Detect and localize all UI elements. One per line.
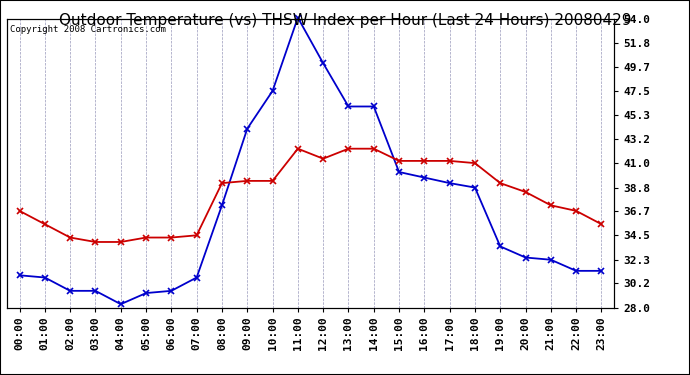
Text: Outdoor Temperature (vs) THSW Index per Hour (Last 24 Hours) 20080429: Outdoor Temperature (vs) THSW Index per …	[59, 13, 631, 28]
Text: Copyright 2008 Cartronics.com: Copyright 2008 Cartronics.com	[10, 24, 166, 33]
